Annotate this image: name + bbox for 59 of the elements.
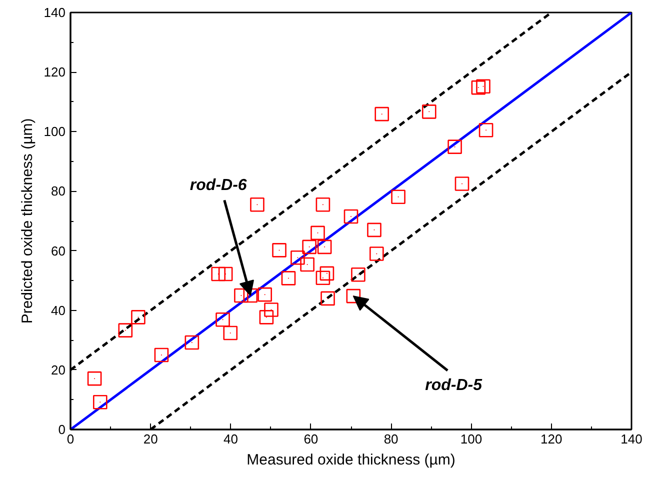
y-tick-label: 40 xyxy=(51,302,66,318)
point xyxy=(351,267,366,282)
y-tick-label: 120 xyxy=(44,64,66,80)
point xyxy=(310,226,325,240)
point xyxy=(216,312,230,327)
y-tick-label: 140 xyxy=(44,5,66,20)
x-axis-title: Measured oxide thickness (µm) xyxy=(246,452,456,468)
x-tick-label: 40 xyxy=(224,432,238,446)
y-tick-label: 60 xyxy=(51,243,66,258)
point xyxy=(346,288,361,304)
x-tick-label: 100 xyxy=(460,432,482,446)
point xyxy=(272,243,286,258)
point xyxy=(374,106,390,122)
point xyxy=(367,222,382,238)
x-tick-label: 80 xyxy=(384,432,398,446)
point xyxy=(316,270,330,286)
point xyxy=(471,80,486,95)
annotation: rod-D-5 xyxy=(425,376,484,394)
point xyxy=(448,140,462,154)
point xyxy=(243,288,258,303)
point xyxy=(131,310,146,324)
point xyxy=(118,323,133,338)
x-tick-label: 20 xyxy=(143,432,158,446)
point xyxy=(454,176,470,191)
point xyxy=(320,266,334,281)
point xyxy=(258,287,272,302)
y-tick-label: 80 xyxy=(51,184,66,199)
point xyxy=(320,291,335,306)
point xyxy=(369,246,384,261)
point xyxy=(211,266,226,282)
point xyxy=(316,197,330,212)
point xyxy=(290,250,305,265)
y-tick-label: 20 xyxy=(51,362,66,378)
point xyxy=(300,257,314,272)
point xyxy=(87,371,102,386)
point xyxy=(93,394,108,410)
point xyxy=(302,240,316,254)
y-axis-title: Predicted oxide thickness (µm) xyxy=(18,118,36,324)
point xyxy=(223,326,238,340)
x-tick-label: 140 xyxy=(620,432,642,446)
point xyxy=(259,310,274,324)
point xyxy=(478,123,494,138)
x-tick-label: 60 xyxy=(304,432,318,446)
point xyxy=(317,240,332,254)
point xyxy=(476,79,490,94)
point xyxy=(218,266,233,282)
point xyxy=(281,271,296,286)
point xyxy=(344,209,358,224)
annotation: rod-D-6 xyxy=(190,176,247,194)
point xyxy=(264,302,278,317)
point xyxy=(154,348,169,362)
y-tick-label: 100 xyxy=(44,124,66,140)
y-tick-label: 0 xyxy=(58,422,66,437)
point xyxy=(422,104,436,119)
point xyxy=(391,190,406,204)
x-tick-label: 120 xyxy=(540,432,562,446)
point xyxy=(184,335,200,350)
point xyxy=(234,288,248,303)
point xyxy=(250,197,264,212)
